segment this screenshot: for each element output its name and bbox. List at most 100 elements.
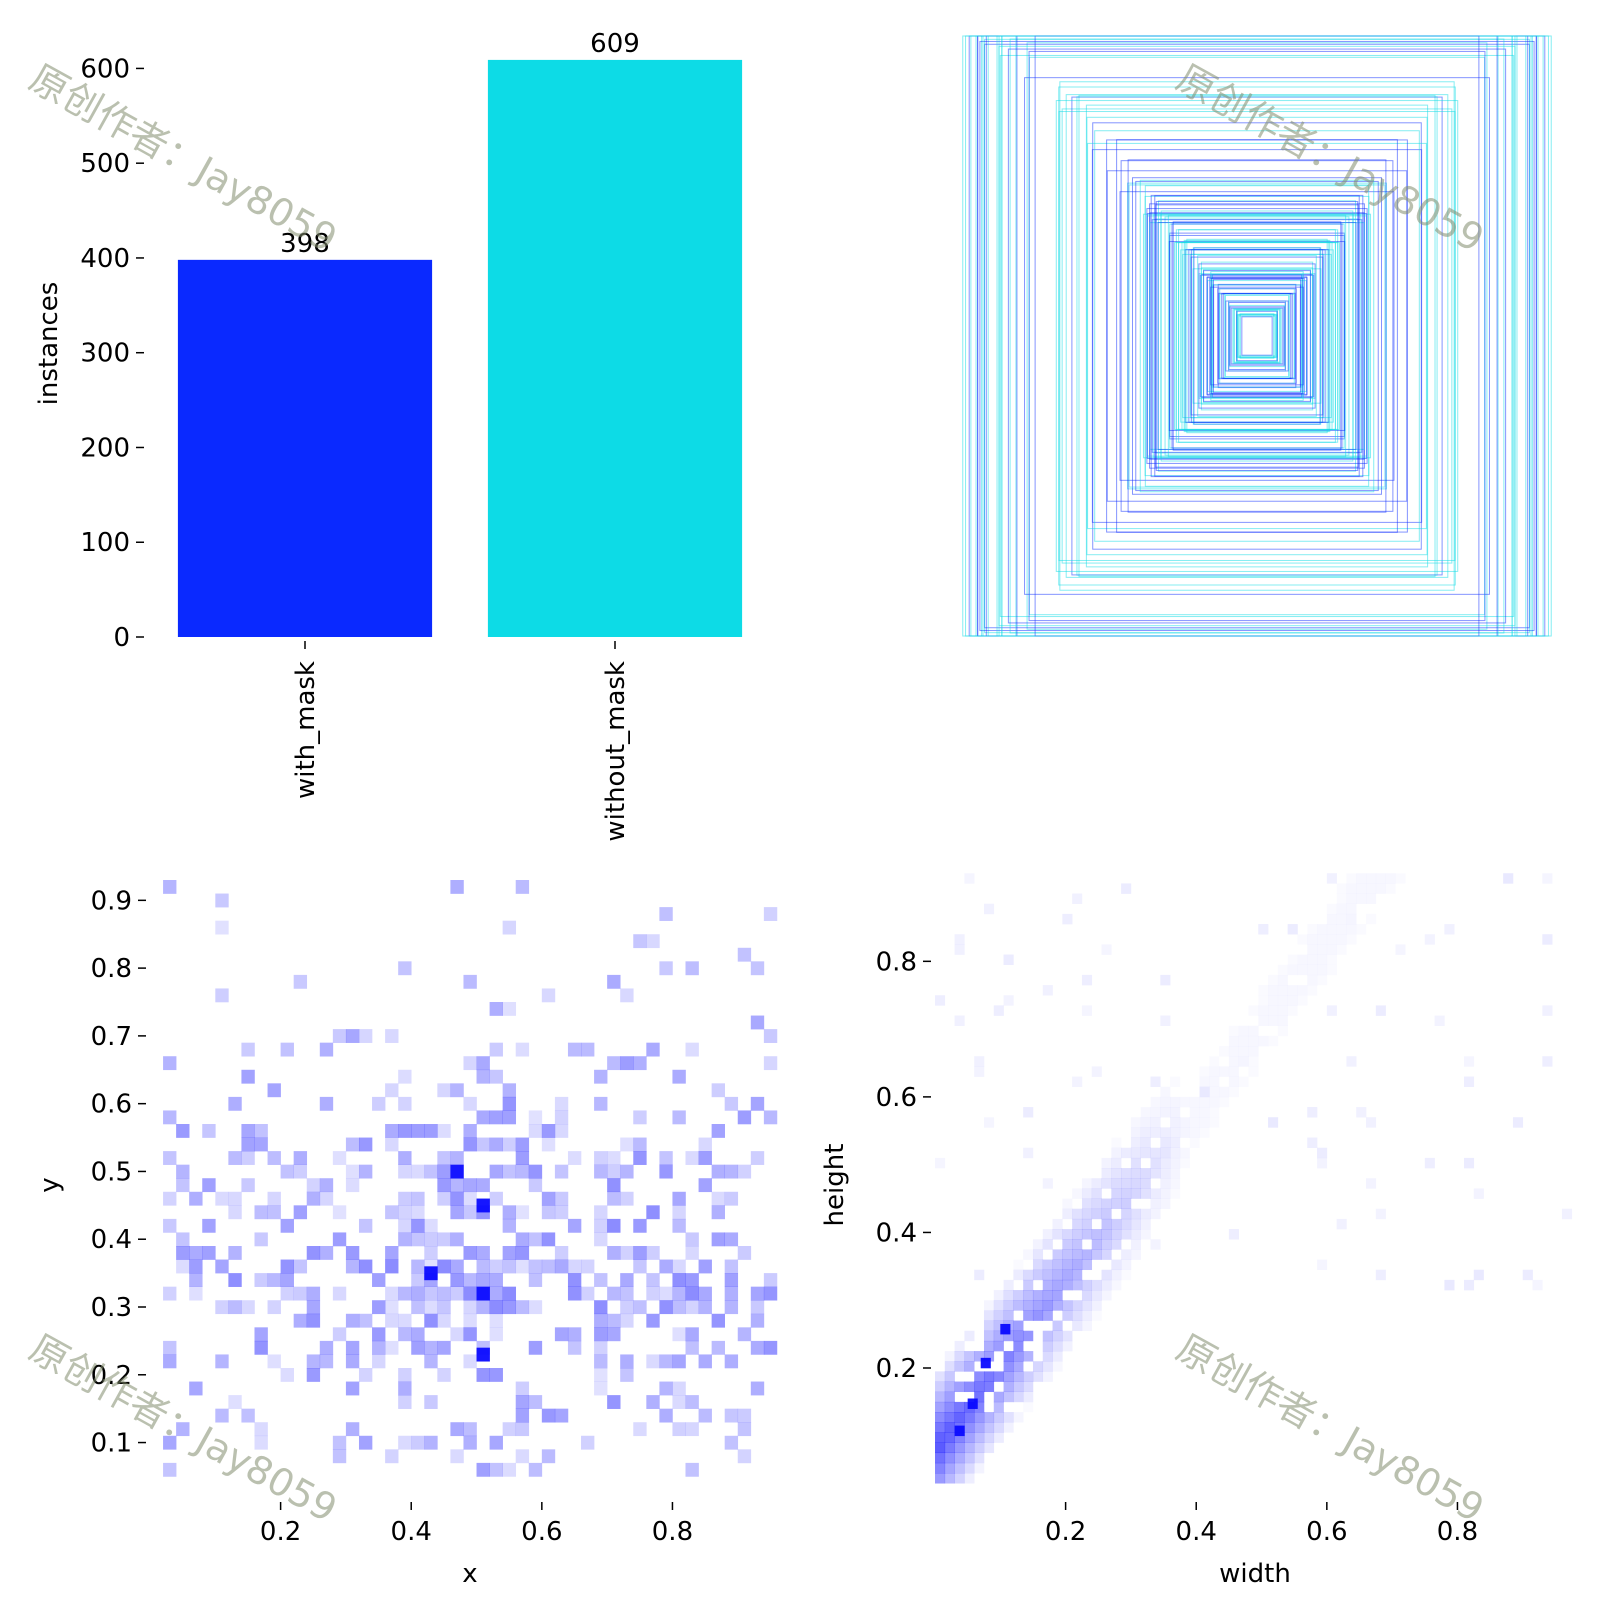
- wh-cell-238: [1101, 1168, 1112, 1179]
- xy-cell-351: [607, 1218, 621, 1233]
- wh-cell-407: [1307, 975, 1317, 985]
- box-outline-95: [985, 35, 1529, 637]
- xy-cell-466: [750, 1151, 765, 1165]
- wh-cell-208: [1081, 1229, 1093, 1240]
- xy-cell-236: [476, 1246, 490, 1260]
- xy-cell-198: [437, 1083, 451, 1098]
- xy-cell-124: [372, 1354, 386, 1369]
- wh-cell-443: [1346, 904, 1356, 914]
- box-outline-82: [1239, 313, 1275, 359]
- wh-cell-390: [1278, 985, 1288, 995]
- xy-cell-391: [659, 1354, 673, 1369]
- xy-cell-399: [672, 1422, 686, 1437]
- xy-cell-40: [228, 1205, 242, 1220]
- wh-cell-61: [974, 1391, 985, 1403]
- wh-cell-140: [1032, 1300, 1044, 1311]
- xy-cell-96: [319, 1042, 334, 1057]
- xy-cell-364: [620, 1246, 634, 1260]
- wh-cell-58: [974, 1422, 985, 1433]
- wh-cell-314: [1160, 974, 1171, 986]
- xy-cell-290: [528, 1395, 543, 1409]
- wh-cell-269: [1130, 1218, 1142, 1230]
- wh-cell-483: [1542, 1005, 1553, 1016]
- xy-cell-406: [672, 1273, 686, 1287]
- wh-cell-56: [974, 1442, 985, 1454]
- wh-cell-155: [1042, 1269, 1053, 1281]
- xy-cell-26: [202, 1178, 216, 1193]
- wh-cell-49: [964, 1381, 975, 1393]
- wh-cell-403: [1297, 934, 1307, 944]
- box-outline-1: [1061, 108, 1453, 564]
- xy-cell-356: [607, 1056, 621, 1071]
- wh-cell-313: [1160, 1015, 1171, 1027]
- xy-cell-148: [398, 1286, 412, 1301]
- xy-cell-85: [306, 1300, 321, 1315]
- wh-cell-415: [1317, 1147, 1328, 1159]
- wh-cell-247: [1111, 1198, 1122, 1210]
- wh-cell-181: [1062, 1249, 1073, 1260]
- wh-cell-177: [1062, 1300, 1073, 1311]
- box-outline-139: [1139, 179, 1375, 493]
- wh-cell-54: [974, 1462, 985, 1474]
- wh-cell-365: [1239, 1036, 1249, 1046]
- xy-cell-372: [633, 1259, 647, 1274]
- xy-cell-405: [672, 1286, 686, 1301]
- wh-cell-200: [1072, 893, 1083, 905]
- xy-cell-94: [319, 1178, 334, 1193]
- box-outline-81: [1024, 77, 1490, 595]
- xy-cell-341: [594, 1205, 608, 1220]
- wh-cell-9: [935, 1381, 946, 1393]
- box-outline-60: [1233, 309, 1281, 363]
- wh-cell-406: [1307, 985, 1317, 995]
- xy-cell-61: [267, 1354, 281, 1369]
- wh-cell-25: [944, 1351, 955, 1362]
- xy-cell-259: [502, 1462, 517, 1477]
- wh-cell-209: [1081, 1218, 1093, 1230]
- wh-cell-330: [1180, 1097, 1190, 1107]
- wh-cell-154: [1042, 1279, 1053, 1291]
- box-outline-16: [1078, 94, 1436, 578]
- wh-cell-66: [974, 1066, 985, 1077]
- bar-xtick-label-1: without_mask: [601, 661, 631, 842]
- xy-cell-88: [306, 1191, 321, 1206]
- xy-cell-161: [411, 1327, 425, 1342]
- xy-cell-263: [502, 1259, 517, 1274]
- xy-cell-6: [163, 1191, 177, 1206]
- box-outline-52: [979, 40, 1535, 632]
- xy-cell-144: [398, 1381, 412, 1396]
- xy-cell-108: [345, 1340, 360, 1355]
- wh-cell-153: [1042, 1290, 1053, 1301]
- xy-ytick-label-0: 0.1: [91, 1429, 132, 1459]
- wh-cell-83: [993, 1422, 1004, 1433]
- wh-cell-262: [1121, 1178, 1132, 1189]
- wh-cell-121: [1013, 1269, 1024, 1281]
- xy-cell-60: [254, 1124, 268, 1138]
- xy-cell-166: [411, 1232, 425, 1247]
- xy-cell-99: [332, 1327, 347, 1342]
- xy-cell-164: [411, 1273, 425, 1287]
- wh-cell-161: [1053, 1361, 1063, 1371]
- wh-cell-425: [1327, 944, 1337, 954]
- xy-cell-437: [711, 1205, 725, 1220]
- xy-cell-24: [202, 1246, 216, 1260]
- box-outline-4: [1236, 309, 1278, 363]
- xy-cell-118: [358, 1313, 373, 1328]
- wh-cell-70: [983, 1422, 995, 1433]
- xy-cell-440: [711, 1124, 725, 1138]
- wh-cell-203: [1081, 1300, 1093, 1311]
- xy-cell-132: [385, 1313, 399, 1328]
- box-outline-65: [1001, 35, 1513, 637]
- xy-cell-37: [228, 1300, 242, 1315]
- xy-xtick-label-0: 0.2: [260, 1517, 301, 1547]
- wh-cell-94: [993, 1005, 1004, 1016]
- wh-cell-33: [954, 1401, 965, 1413]
- xy-cell-301: [541, 1408, 556, 1423]
- box-outline-37: [1087, 142, 1427, 530]
- wh-cell-28: [954, 1452, 965, 1464]
- xy-cell-255: [489, 1110, 503, 1125]
- xy-cell-394: [659, 1259, 673, 1274]
- xy-cell-116: [358, 1435, 373, 1450]
- wh-cell-444: [1346, 894, 1356, 904]
- wh-cell-88: [993, 1340, 1004, 1352]
- box-outline-136: [1116, 139, 1398, 533]
